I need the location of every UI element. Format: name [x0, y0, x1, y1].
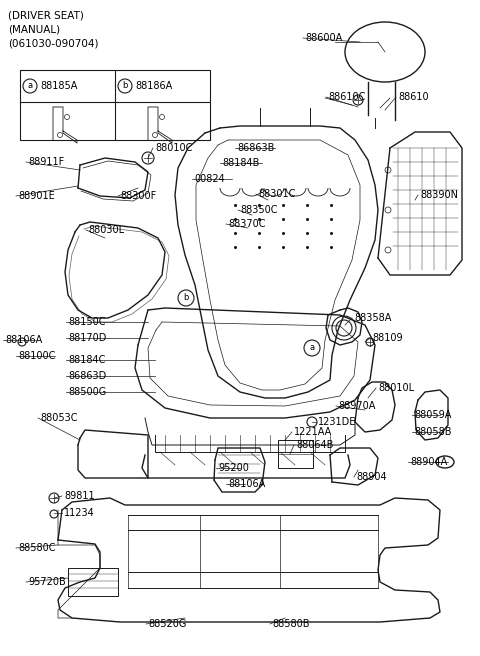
Text: 88904A: 88904A — [410, 457, 447, 467]
Text: 88185A: 88185A — [40, 81, 77, 91]
Text: 88580C: 88580C — [18, 543, 56, 553]
Text: 88500G: 88500G — [68, 387, 106, 397]
Text: 89811: 89811 — [64, 491, 95, 501]
Text: 88301C: 88301C — [258, 189, 295, 199]
Text: 95720B: 95720B — [28, 577, 66, 587]
Bar — [278, 440, 313, 468]
Text: 86863D: 86863D — [68, 371, 106, 381]
Text: b: b — [122, 81, 128, 91]
Text: 88170D: 88170D — [68, 333, 107, 343]
Text: 88520G: 88520G — [148, 619, 186, 629]
Text: 88184B: 88184B — [222, 158, 259, 168]
Text: 88300F: 88300F — [120, 191, 156, 201]
Text: 1221AA: 1221AA — [294, 427, 332, 437]
Text: 88106A: 88106A — [5, 335, 42, 345]
Text: 88010L: 88010L — [378, 383, 414, 393]
Text: 88059A: 88059A — [414, 410, 451, 420]
Text: 88970A: 88970A — [338, 401, 375, 411]
Text: 86863B: 86863B — [237, 143, 275, 153]
Bar — [20, 70, 210, 140]
Text: 88100C: 88100C — [18, 351, 55, 361]
Text: 88030L: 88030L — [88, 225, 124, 235]
Text: 95200: 95200 — [218, 463, 249, 473]
Text: 88600A: 88600A — [305, 33, 342, 43]
Text: 88064B: 88064B — [296, 440, 334, 450]
Text: 88370C: 88370C — [228, 219, 265, 229]
Text: 88109: 88109 — [372, 333, 403, 343]
Text: 00824: 00824 — [194, 174, 225, 184]
Text: 88106A: 88106A — [228, 479, 265, 489]
Text: 88053C: 88053C — [40, 413, 77, 423]
Text: 88580B: 88580B — [272, 619, 310, 629]
Bar — [68, 568, 118, 596]
Text: 88186A: 88186A — [135, 81, 172, 91]
Text: 88358A: 88358A — [354, 313, 391, 323]
Text: 88350C: 88350C — [240, 205, 277, 215]
Text: 88904: 88904 — [356, 472, 386, 482]
Text: 88610: 88610 — [398, 92, 429, 102]
Text: 88150C: 88150C — [68, 317, 106, 327]
Text: 88911F: 88911F — [28, 157, 64, 167]
Text: 88390N: 88390N — [420, 190, 458, 200]
Text: b: b — [183, 293, 189, 302]
Text: 88610C: 88610C — [328, 92, 365, 102]
Text: 88901E: 88901E — [18, 191, 55, 201]
Text: 88058B: 88058B — [414, 427, 452, 437]
Text: a: a — [310, 344, 314, 352]
Text: 11234: 11234 — [64, 508, 95, 518]
Text: a: a — [27, 81, 33, 91]
Text: 88010C: 88010C — [155, 143, 192, 153]
Text: 1231DE: 1231DE — [318, 417, 356, 427]
Text: 88184C: 88184C — [68, 355, 106, 365]
Text: (DRIVER SEAT)
(MANUAL)
(061030-090704): (DRIVER SEAT) (MANUAL) (061030-090704) — [8, 10, 98, 48]
